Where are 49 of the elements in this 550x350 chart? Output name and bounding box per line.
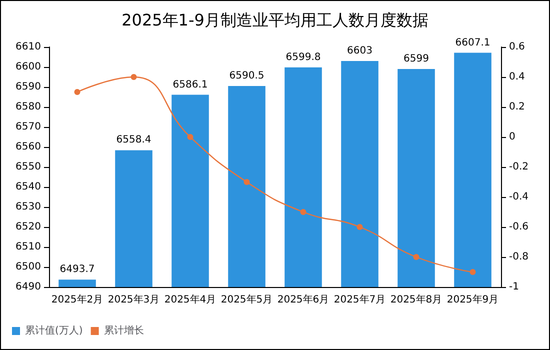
y-tick-label: 6490	[16, 282, 41, 292]
y-tick-label: 6570	[16, 122, 41, 132]
x-tick-label: 2025年2月	[51, 294, 104, 306]
y2-tick-label: 0.2	[509, 102, 525, 112]
x-tick-label: 2025年3月	[108, 294, 160, 306]
data-label: 6603	[347, 46, 372, 56]
point	[356, 224, 363, 230]
y2-tick-label: -0.6	[509, 222, 529, 232]
y-tick-label: 6500	[16, 262, 41, 272]
data-label: 6607.1	[455, 37, 490, 48]
data-label: 6599	[404, 54, 429, 64]
point	[413, 254, 420, 260]
legend-label: 累计值(万人)	[25, 324, 83, 336]
point	[470, 269, 476, 275]
y2-tick-label: 0.6	[509, 42, 525, 52]
data-label: 6586.1	[172, 79, 208, 90]
data-label: 6599.8	[286, 52, 321, 63]
y-tick-label: 6510	[16, 242, 41, 252]
point	[300, 209, 306, 215]
legend-label: 累计增长	[104, 324, 144, 336]
y-tick-label: 6580	[16, 102, 41, 112]
x-tick-label: 2025年4月	[164, 294, 216, 306]
point	[74, 89, 80, 95]
data-label: 6590.5	[229, 70, 264, 82]
x-tick-label: 2025年9月	[446, 294, 499, 306]
y-tick-label: 6540	[16, 182, 41, 192]
y-tick-label: 6610	[16, 42, 41, 52]
y2-tick-label: -0.4	[509, 192, 529, 202]
chart-title: 2025年1-9月制造业平均用工人数月度数据	[122, 10, 428, 30]
point	[244, 179, 250, 185]
y-tick-label: 6530	[16, 202, 41, 212]
y-tick-label: 6600	[16, 62, 41, 72]
y2-tick-label: 0.4	[509, 72, 525, 82]
x-tick-label: 2025年7月	[334, 294, 386, 306]
data-label: 6558.4	[116, 134, 152, 146]
point	[130, 74, 137, 80]
x-tick-label: 2025年8月	[390, 294, 442, 306]
y2-tick-label: 0	[509, 132, 516, 142]
y-tick-label: 6520	[16, 222, 41, 232]
point	[187, 134, 194, 140]
y2-tick-label: -0.2	[509, 162, 529, 172]
x-tick-label: 2025年5月	[220, 294, 273, 306]
y-tick-label: 6560	[16, 142, 41, 152]
y2-tick-label: -0.8	[509, 252, 529, 262]
y-tick-label: 6590	[16, 82, 41, 92]
y-tick-label: 6550	[16, 162, 41, 172]
y2-tick-label: -1	[509, 282, 519, 292]
x-tick-label: 2025年6月	[277, 294, 330, 306]
data-label: 6493.7	[60, 264, 95, 276]
